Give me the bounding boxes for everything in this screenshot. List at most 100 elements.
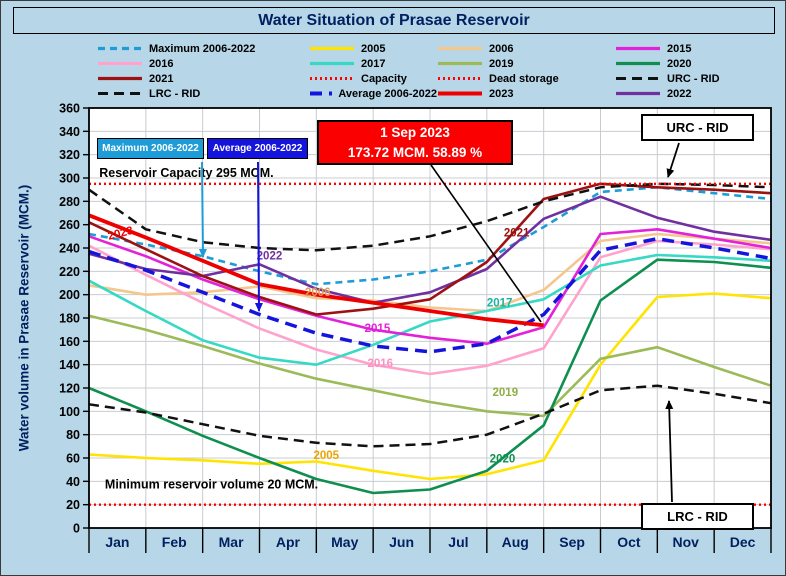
legend-label: LRC - RID [149,87,201,100]
series-year-label: 2016 [367,358,393,370]
legend-item: 2022 [615,87,783,100]
legend-label: 2017 [361,57,386,70]
reference-note: Reservoir Capacity 295 MCM. [99,166,273,180]
legend-label: 2022 [667,87,692,100]
legend-label: 2006 [489,42,514,55]
legend: Maximum 2006-2022 2005 2006 2015 2016 2017 201… [97,42,783,100]
legend-item: 2023 [437,87,615,100]
series-2020 [88,258,772,495]
legend-swatch [438,61,482,66]
y-tick-label: 80 [66,428,80,442]
legend-label: 2016 [149,57,174,70]
legend-label: URC - RID [667,72,720,85]
y-tick-label: 300 [59,172,80,186]
series-2023 [88,213,544,328]
series-2017 [88,253,772,367]
chart-title-bar: Water Situation of Prasae Reservoir [13,7,775,34]
chart-title: Water Situation of Prasae Reservoir [258,11,530,29]
series-year-label: 2017 [487,297,513,309]
series-year-label: 2005 [313,450,339,462]
legend-item: 2015 [615,42,783,55]
legend-swatch [438,91,482,96]
x-tick-label: Oct [617,534,641,550]
y-tick-label: 40 [66,475,80,489]
current-status-callout: 1 Sep 2023 173.72 MCM. 58.89 % [317,120,513,165]
series-lines [88,182,772,506]
legend-swatch [98,61,142,66]
y-tick-label: 340 [59,125,80,139]
series-year-label: 2022 [257,251,283,263]
series-year-label: 2023 [107,225,135,243]
legend-item: LRC - RID [97,87,309,100]
legend-swatch [616,61,660,66]
y-tick-label: 100 [59,405,80,419]
legend-item: 2016 [97,57,309,70]
x-tick-label: Sep [559,534,585,550]
legend-swatch [98,46,142,51]
urc-label-box: URC - RID [641,114,754,141]
y-tick-label: 200 [59,288,80,302]
legend-item: 2017 [309,57,437,70]
series-year-label: 2019 [493,387,519,399]
y-tick-label: 140 [59,358,80,372]
x-tick-label: Mar [219,534,244,550]
legend-item: Average 2006-2022 [309,87,437,100]
legend-label: Dead storage [489,72,559,85]
series-2015 [88,228,772,346]
series-year-label: 2006 [305,287,331,299]
legend-item: 2006 [437,42,615,55]
legend-label: Capacity [361,72,407,85]
current-date: 1 Sep 2023 [380,124,450,140]
legend-item: 2020 [615,57,783,70]
legend-label: 2020 [667,57,692,70]
legend-item: Maximum 2006-2022 [97,42,309,55]
legend-label: 2023 [489,87,514,100]
x-tick-label: Jul [448,534,468,550]
legend-swatch [310,77,354,80]
legend-swatch [98,91,142,96]
current-value: 173.72 MCM. 58.89 % [347,144,483,160]
y-tick-label: 0 [73,522,80,536]
legend-swatch [438,77,482,80]
plot-border [88,107,772,529]
series-lrc-rid [88,384,772,448]
legend-swatch [616,91,660,96]
y-tick-label: 240 [59,242,80,256]
x-tick-label: Dec [730,534,756,550]
legend-label: Maximum 2006-2022 [149,42,256,55]
legend-swatch [616,46,660,51]
x-tick-label: Jun [389,534,414,550]
reference-notes: Reservoir Capacity 295 MCM. Minimum reser… [99,166,318,492]
legend-item: 2005 [309,42,437,55]
y-tick-label: 160 [59,335,80,349]
x-tick-label: Apr [276,534,301,550]
lrc-arrow [665,400,674,503]
reference-note: Minimum reservoir volume 20 MCM. [105,477,318,491]
legend-item: 2021 [97,72,309,85]
legend-label: Average 2006-2022 [338,87,437,100]
series-year-label: 2021 [504,227,530,239]
series-urc-rid [88,182,772,252]
legend-swatch [310,61,354,66]
y-axis-title: Water volume in Prasae Reservoir (MCM.) [16,184,32,452]
legend-label: 2021 [149,72,174,85]
y-tick-label: 280 [59,195,80,209]
legend-label: 2005 [361,42,386,55]
maximum-arrow [198,161,207,258]
callout-arrows [198,142,680,503]
current-callout-line [430,164,542,323]
average-arrow [254,161,263,312]
x-tick-label: Jan [105,534,129,550]
average-annotation-box: Average 2006-2022 [207,138,308,159]
y-tick-label: 20 [66,498,80,512]
legend-swatch [310,46,354,51]
legend-item: Dead storage [437,72,615,85]
legend-label: 2019 [489,57,514,70]
legend-item: 2019 [437,57,615,70]
series-year-label: 2015 [365,323,391,335]
y-tick-label: 220 [59,265,80,279]
y-tick-label: 120 [59,382,80,396]
legend-item: URC - RID [615,72,783,85]
